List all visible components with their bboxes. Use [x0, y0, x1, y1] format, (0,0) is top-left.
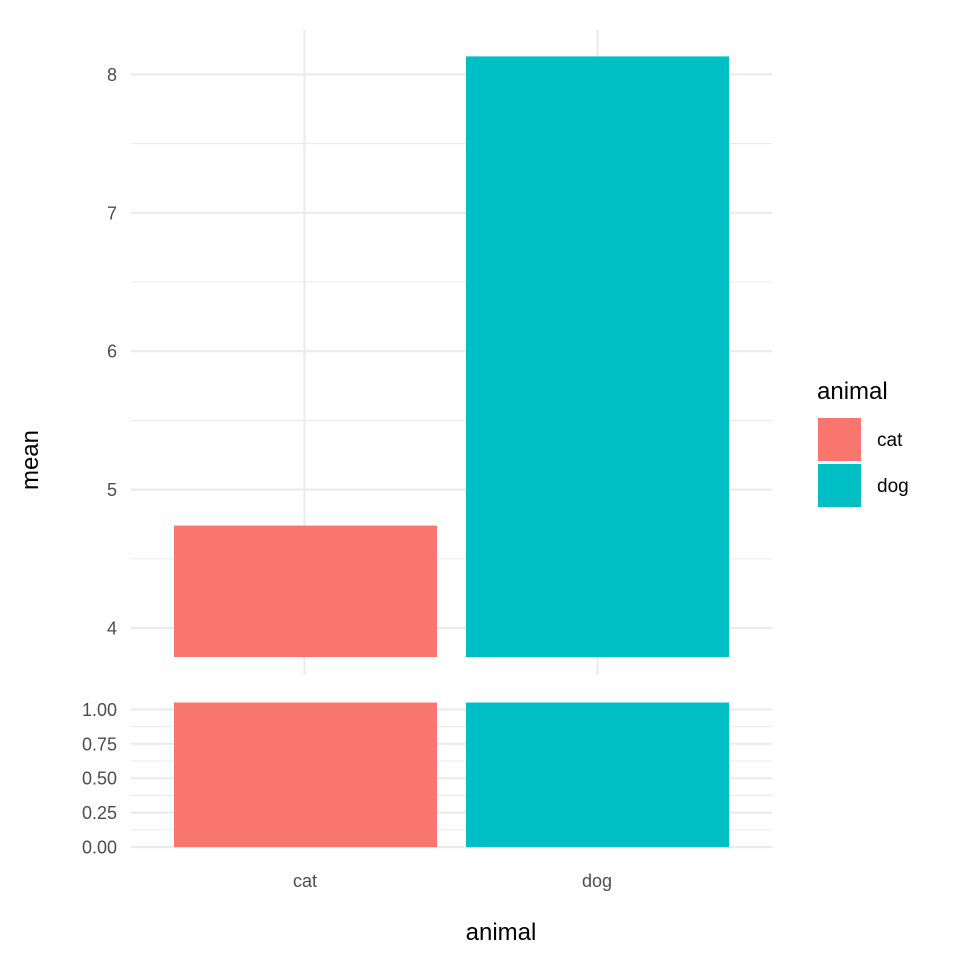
legend-key-cat [818, 418, 861, 461]
y-tick-label: 4 [107, 619, 117, 639]
y-tick-label: 0.00 [82, 838, 117, 858]
bars [174, 56, 729, 847]
x-axis-title: animal [466, 919, 537, 946]
y-tick-label: 5 [107, 480, 117, 500]
x-tick-label: dog [582, 871, 612, 891]
bar-cat-upper [174, 525, 437, 657]
legend-key-dog [818, 464, 861, 507]
y-tick-label: 8 [107, 65, 117, 85]
bar-dog-upper [466, 56, 729, 657]
y-axis-title: mean [17, 430, 44, 490]
y-tick-label: 7 [107, 203, 117, 223]
tick-labels: cat dog 4 5 6 7 8 0.00 0.25 0.50 0.75 1.00 [82, 65, 612, 891]
bar-cat-lower [174, 702, 437, 847]
legend-label-cat: cat [877, 430, 903, 451]
legend-label-dog: dog [877, 476, 909, 497]
legend-entries: cat dog [818, 418, 909, 507]
bar-dog-lower [466, 702, 729, 847]
legend: animal cat dog [817, 378, 909, 507]
y-tick-label: 0.75 [82, 734, 117, 754]
legend-title: animal [817, 378, 888, 405]
y-tick-label: 0.50 [82, 769, 117, 789]
y-tick-label: 6 [107, 342, 117, 362]
y-tick-label: 1.00 [82, 700, 117, 720]
y-tick-label: 0.25 [82, 803, 117, 823]
x-tick-label: cat [293, 871, 317, 891]
